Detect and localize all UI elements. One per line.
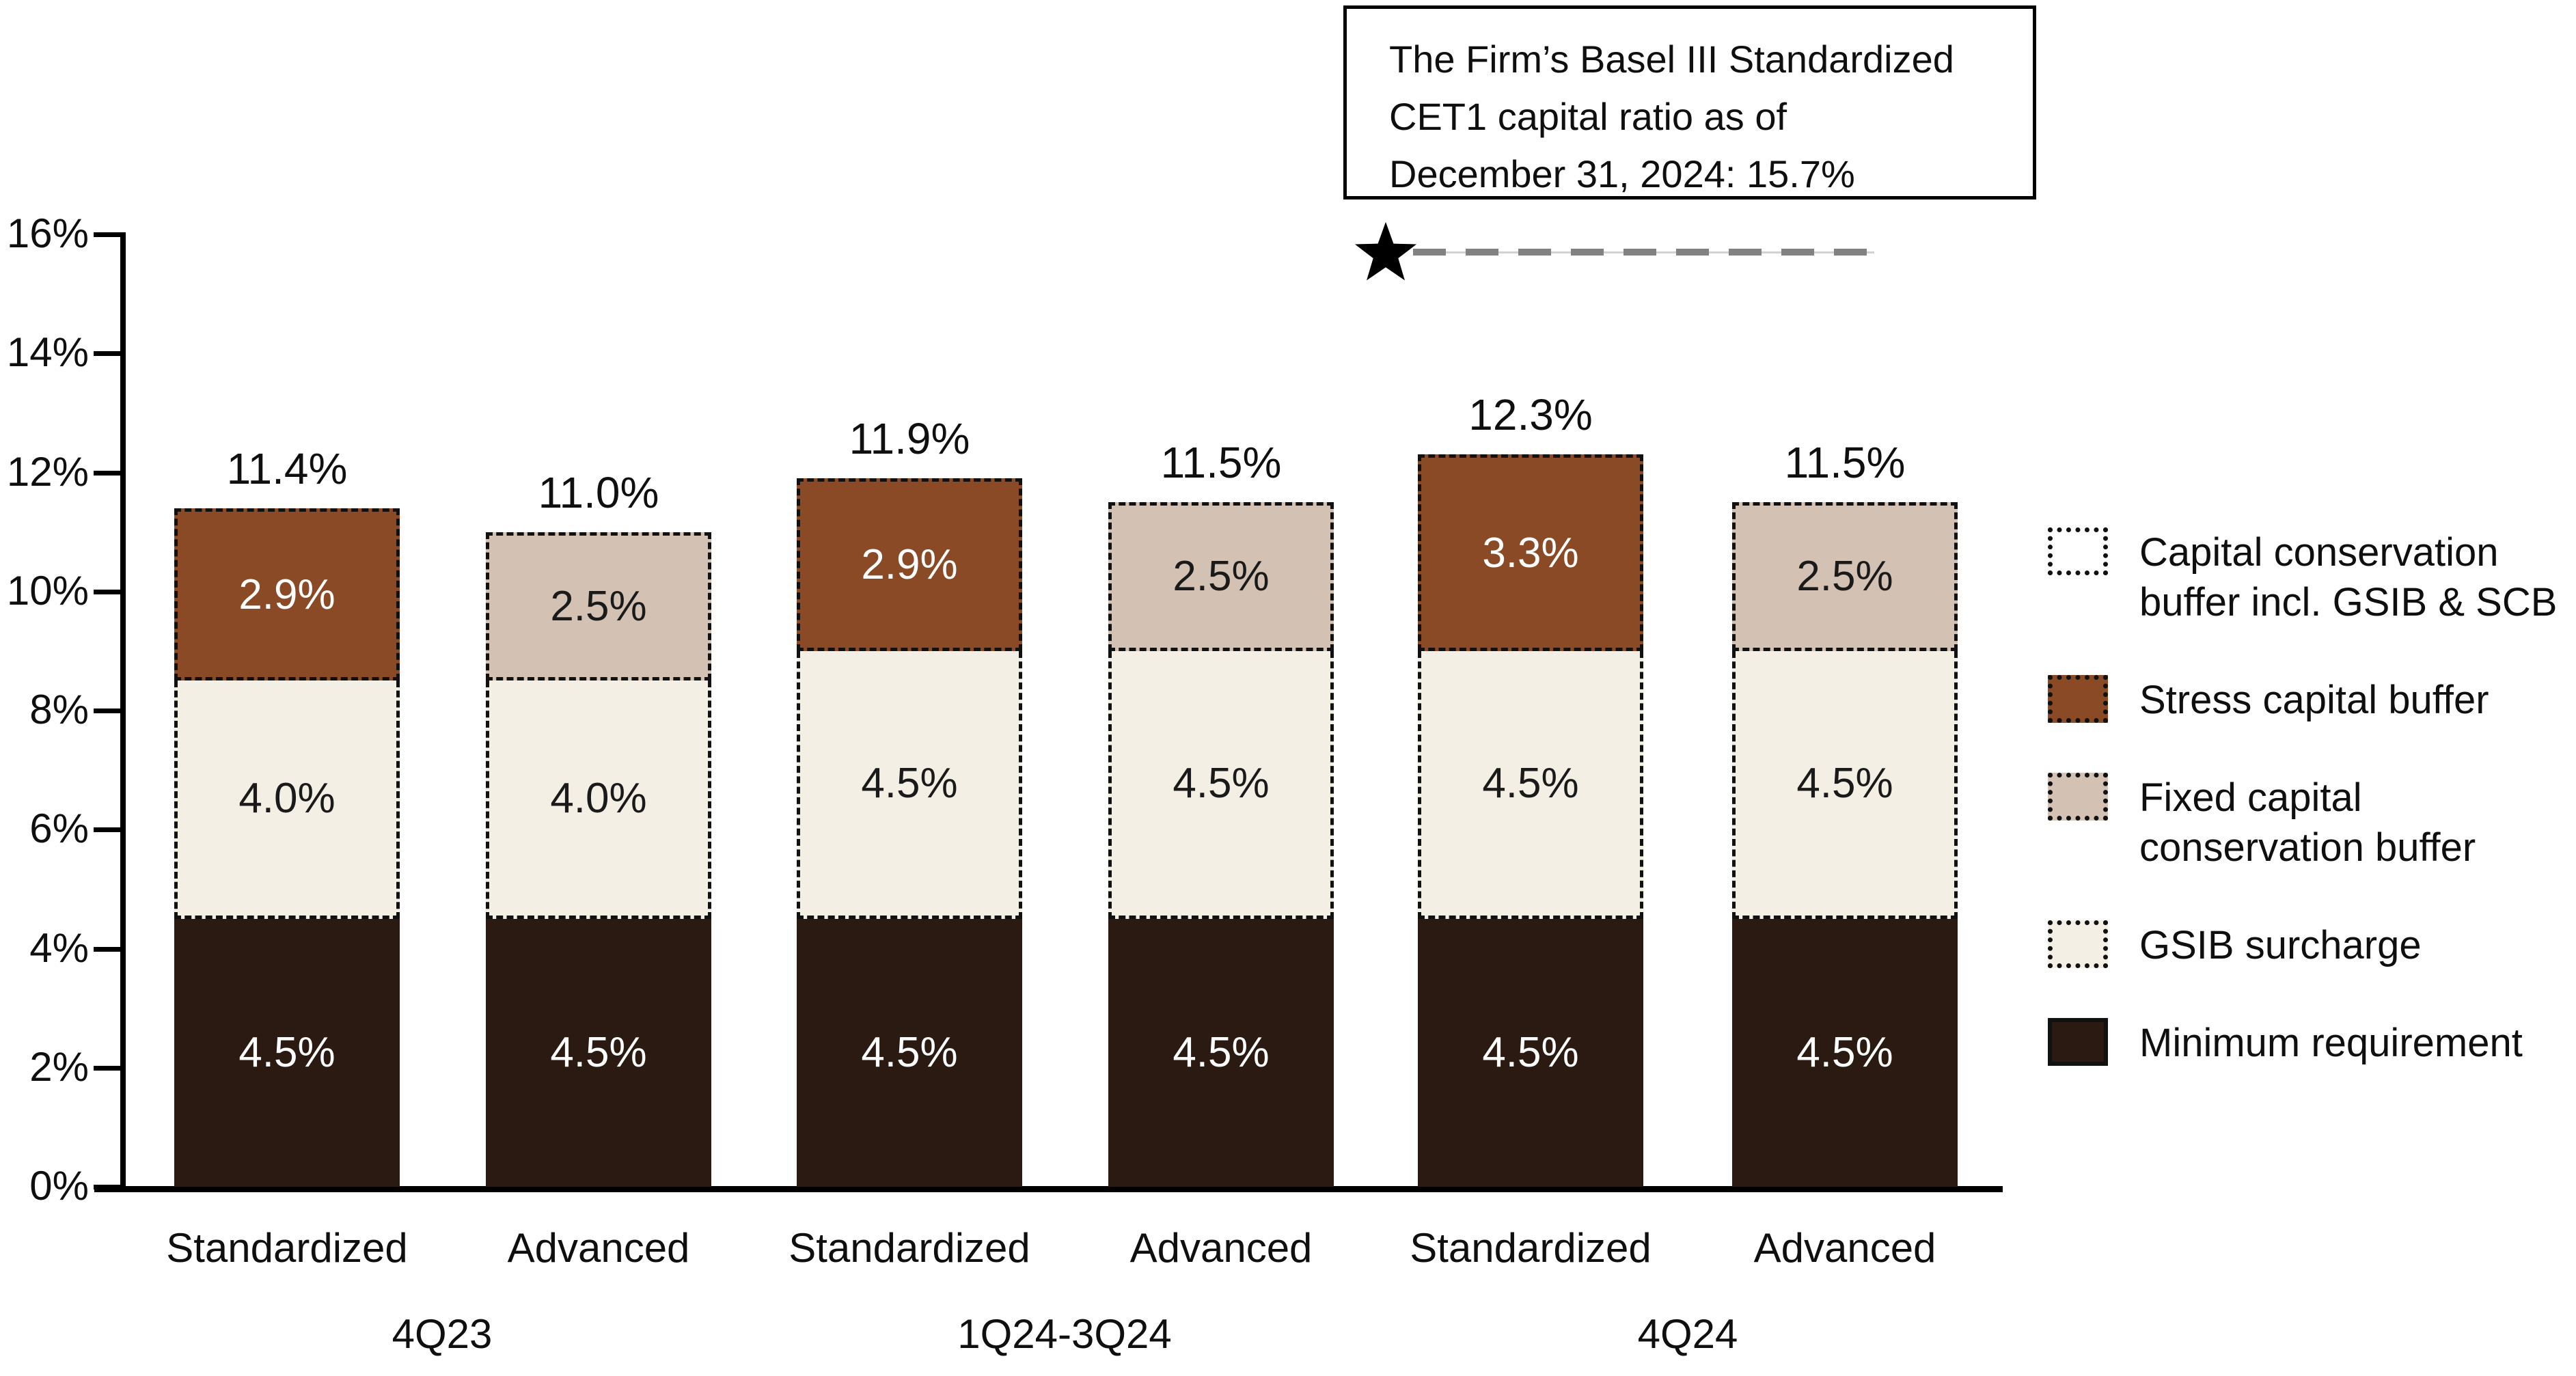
bar-standardized-4q24: 3.3% 4.5% 4.5% — [1418, 454, 1643, 1187]
bar-segment-stress-capital-buffer: 3.3% — [1418, 454, 1643, 651]
legend-label: Minimum requirement — [2139, 1021, 2523, 1065]
bar-total-label: 11.9% — [849, 414, 970, 464]
bar-segment-minimum-requirement: 4.5% — [486, 918, 711, 1187]
x-axis-label-approach: Advanced — [1129, 1225, 1313, 1271]
legend-swatch-icon — [2048, 920, 2108, 968]
y-axis-tick-label: 4% — [29, 924, 89, 971]
y-axis-tick-label: 0% — [29, 1163, 89, 1209]
y-axis-tick-label: 12% — [6, 448, 89, 495]
bar-advanced-4q24: 2.5% 4.5% 4.5% — [1732, 502, 1958, 1187]
legend-label: Fixed capital conservation buffer — [2139, 775, 2476, 870]
x-axis-label-approach: Standardized — [1410, 1225, 1652, 1271]
dashed-line-dashes — [1413, 249, 1874, 256]
y-axis-tick — [94, 946, 125, 952]
y-axis-tick — [94, 589, 125, 594]
y-axis-tick — [94, 827, 125, 833]
y-axis-tick — [94, 470, 125, 476]
cet1-ratio-star-icon — [1354, 221, 1417, 281]
bar-standardized-1q24-3q24: 2.9% 4.5% 4.5% — [797, 478, 1022, 1187]
y-axis-tick-label: 2% — [29, 1043, 89, 1090]
y-axis-tick-label: 16% — [6, 210, 89, 256]
y-axis-tick — [94, 708, 125, 713]
bar-segment-minimum-requirement: 4.5% — [1732, 918, 1958, 1187]
y-axis-tick — [94, 1065, 125, 1071]
legend-swatch-icon — [2048, 773, 2108, 821]
y-axis-tick — [94, 232, 125, 237]
x-axis-line — [94, 1186, 2003, 1192]
callout-text: The Firm’s Basel III Standardized CET1 c… — [1389, 38, 1954, 195]
bar-segment-minimum-requirement: 4.5% — [1418, 918, 1643, 1187]
bar-segment-fixed-capital-conservation-buffer: 2.5% — [1108, 502, 1334, 651]
legend-label: Stress capital buffer — [2139, 678, 2489, 722]
bar-advanced-1q24-3q24: 2.5% 4.5% 4.5% — [1108, 502, 1334, 1187]
bar-segment-gsib-surcharge: 4.5% — [1732, 650, 1958, 919]
y-axis-tick — [94, 1185, 125, 1189]
bar-total-label: 11.5% — [1160, 438, 1282, 488]
callout-box: The Firm’s Basel III Standardized CET1 c… — [1343, 5, 2036, 199]
bar-segment-fixed-capital-conservation-buffer: 2.5% — [486, 532, 711, 681]
x-axis-label-group: 1Q24-3Q24 — [957, 1311, 1172, 1357]
y-axis-tick-label: 8% — [29, 687, 89, 732]
x-axis-label-approach: Standardized — [166, 1225, 408, 1271]
legend-item: Capital conservation buffer incl. GSIB &… — [2048, 527, 2576, 627]
bar-segment-gsib-surcharge: 4.5% — [1108, 650, 1334, 919]
bar-total-label: 11.4% — [226, 443, 348, 493]
bar-segment-fixed-capital-conservation-buffer: 2.5% — [1732, 502, 1958, 651]
bar-segment-minimum-requirement: 4.5% — [797, 918, 1022, 1187]
legend-item: Stress capital buffer — [2048, 675, 2576, 725]
legend-swatch-icon — [2048, 675, 2108, 723]
legend-label: GSIB surcharge — [2139, 923, 2422, 967]
bar-segment-minimum-requirement: 4.5% — [1108, 918, 1334, 1187]
x-axis-label-approach: Standardized — [789, 1225, 1030, 1271]
y-axis-tick-label: 14% — [6, 329, 89, 376]
bar-total-label: 12.3% — [1468, 390, 1593, 440]
legend-item: Minimum requirement — [2048, 1018, 2576, 1068]
legend-item: Fixed capital conservation buffer — [2048, 773, 2576, 872]
bar-total-label: 11.0% — [538, 467, 659, 517]
x-axis-label-group: 4Q24 — [1637, 1311, 1738, 1357]
legend-item: GSIB surcharge — [2048, 920, 2576, 970]
x-axis-label-group: 4Q23 — [392, 1311, 493, 1357]
bar-segment-gsib-surcharge: 4.5% — [1418, 650, 1643, 919]
x-axis-label-approach: Advanced — [507, 1225, 690, 1271]
bar-segment-gsib-surcharge: 4.5% — [797, 650, 1022, 919]
bar-standardized-4q23: 2.9% 4.0% 4.5% — [174, 508, 400, 1187]
bar-total-label: 11.5% — [1784, 438, 1906, 488]
bar-segment-gsib-surcharge: 4.0% — [174, 680, 400, 919]
legend: Capital conservation buffer incl. GSIB &… — [2048, 527, 2576, 1068]
bar-segment-minimum-requirement: 4.5% — [174, 918, 400, 1187]
x-axis-label-approach: Advanced — [1753, 1225, 1936, 1271]
y-axis-tick-label: 10% — [6, 567, 89, 614]
cet1-ratio-dashed-line — [1413, 248, 1874, 256]
y-axis-tick-label: 6% — [29, 806, 89, 852]
bar-segment-stress-capital-buffer: 2.9% — [797, 478, 1022, 651]
legend-swatch-icon — [2048, 527, 2108, 575]
bar-segment-gsib-surcharge: 4.0% — [486, 680, 711, 919]
bar-advanced-4q23: 2.5% 4.0% 4.5% — [486, 532, 711, 1187]
legend-label: Capital conservation buffer incl. GSIB &… — [2139, 530, 2558, 624]
y-axis-tick — [94, 351, 125, 357]
bar-segment-stress-capital-buffer: 2.9% — [174, 508, 400, 681]
legend-swatch-icon — [2048, 1018, 2108, 1066]
